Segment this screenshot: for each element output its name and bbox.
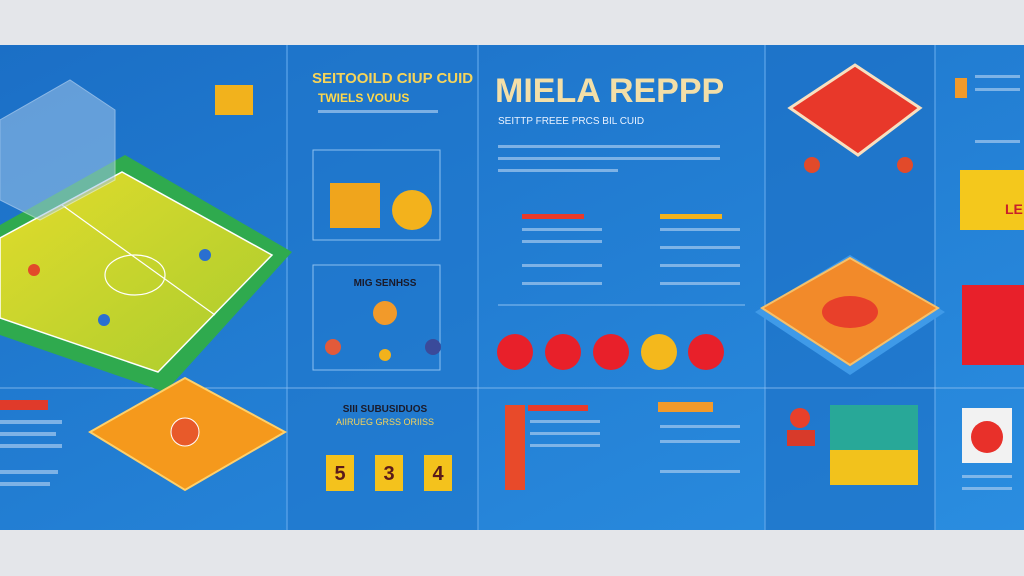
list-tag	[658, 402, 713, 412]
text-line	[498, 169, 618, 172]
stadium	[0, 79, 116, 221]
text-line	[530, 432, 600, 435]
circle-icon	[688, 334, 724, 370]
icon	[425, 339, 441, 355]
icon	[790, 408, 810, 428]
text-line	[0, 482, 50, 486]
icon	[897, 157, 913, 173]
photo-card-top	[830, 405, 918, 450]
circle-icon	[641, 334, 677, 370]
score: 3	[383, 463, 394, 485]
text-line	[0, 432, 56, 436]
info-frame	[312, 264, 441, 371]
panel-subheading: TWIELS VOUUS	[318, 91, 409, 105]
title: MIELA REPPP	[495, 72, 724, 110]
text-line	[498, 157, 720, 160]
badge	[392, 190, 432, 230]
badge-text: LE	[1005, 201, 1023, 217]
text-line	[522, 240, 602, 243]
panel-heading: SEITOOILD CIUP CUID	[312, 70, 473, 87]
list-tag	[528, 405, 588, 411]
stats-heading: SIII SUBUSIDUOS	[343, 404, 428, 415]
icon	[955, 78, 967, 98]
label-tag	[0, 400, 48, 410]
emblem	[170, 417, 200, 447]
list-tag	[522, 214, 584, 219]
sidebar-block	[505, 405, 525, 490]
player	[98, 314, 110, 326]
icon	[379, 349, 391, 361]
text-line	[660, 470, 740, 473]
emblem-diamond	[787, 63, 923, 157]
centre-circle	[104, 254, 166, 296]
icon	[325, 339, 341, 355]
text-line	[660, 246, 740, 249]
icon	[971, 421, 1003, 453]
text-line	[962, 475, 1012, 478]
subtitle: SEITTP FREEE PRCS BIL CUID	[498, 116, 644, 127]
text-line	[962, 487, 1012, 490]
text-line	[0, 470, 58, 474]
score: 4	[432, 463, 444, 485]
score-card	[326, 455, 354, 491]
text-line	[660, 228, 740, 231]
icon	[373, 301, 397, 325]
text-line	[660, 425, 740, 428]
image-frame	[312, 149, 441, 241]
text-line	[660, 282, 740, 285]
text-line	[522, 228, 602, 231]
text-line	[975, 75, 1020, 78]
icon	[787, 430, 815, 446]
player	[28, 264, 40, 276]
score-card	[375, 455, 403, 491]
list-tag	[660, 214, 722, 219]
text-line	[498, 145, 720, 148]
score: 5	[334, 463, 345, 485]
circle-icon	[593, 334, 629, 370]
stats-subheading: AIIRUEG GRSS ORIISS	[336, 417, 434, 427]
text-line	[530, 444, 600, 447]
photo	[330, 183, 380, 228]
circle-icon	[545, 334, 581, 370]
red-card	[962, 285, 1024, 365]
score-card	[424, 455, 452, 491]
centre-circle	[822, 296, 878, 328]
circle-icon	[497, 334, 533, 370]
text-line	[0, 444, 62, 448]
icon-box	[215, 85, 253, 115]
text-line	[660, 440, 740, 443]
player	[199, 249, 211, 261]
text-line	[530, 420, 600, 423]
text-line	[975, 140, 1020, 143]
text-line	[0, 420, 62, 424]
text-line	[975, 88, 1020, 91]
text-line	[660, 264, 740, 267]
text-line	[522, 282, 602, 285]
text-line	[318, 110, 438, 113]
card-label: MIG SENHSS	[354, 278, 417, 289]
text-line	[522, 264, 602, 267]
fold-2	[287, 45, 478, 530]
halfway-line	[61, 204, 216, 316]
badge-card	[960, 170, 1024, 230]
icon	[804, 157, 820, 173]
